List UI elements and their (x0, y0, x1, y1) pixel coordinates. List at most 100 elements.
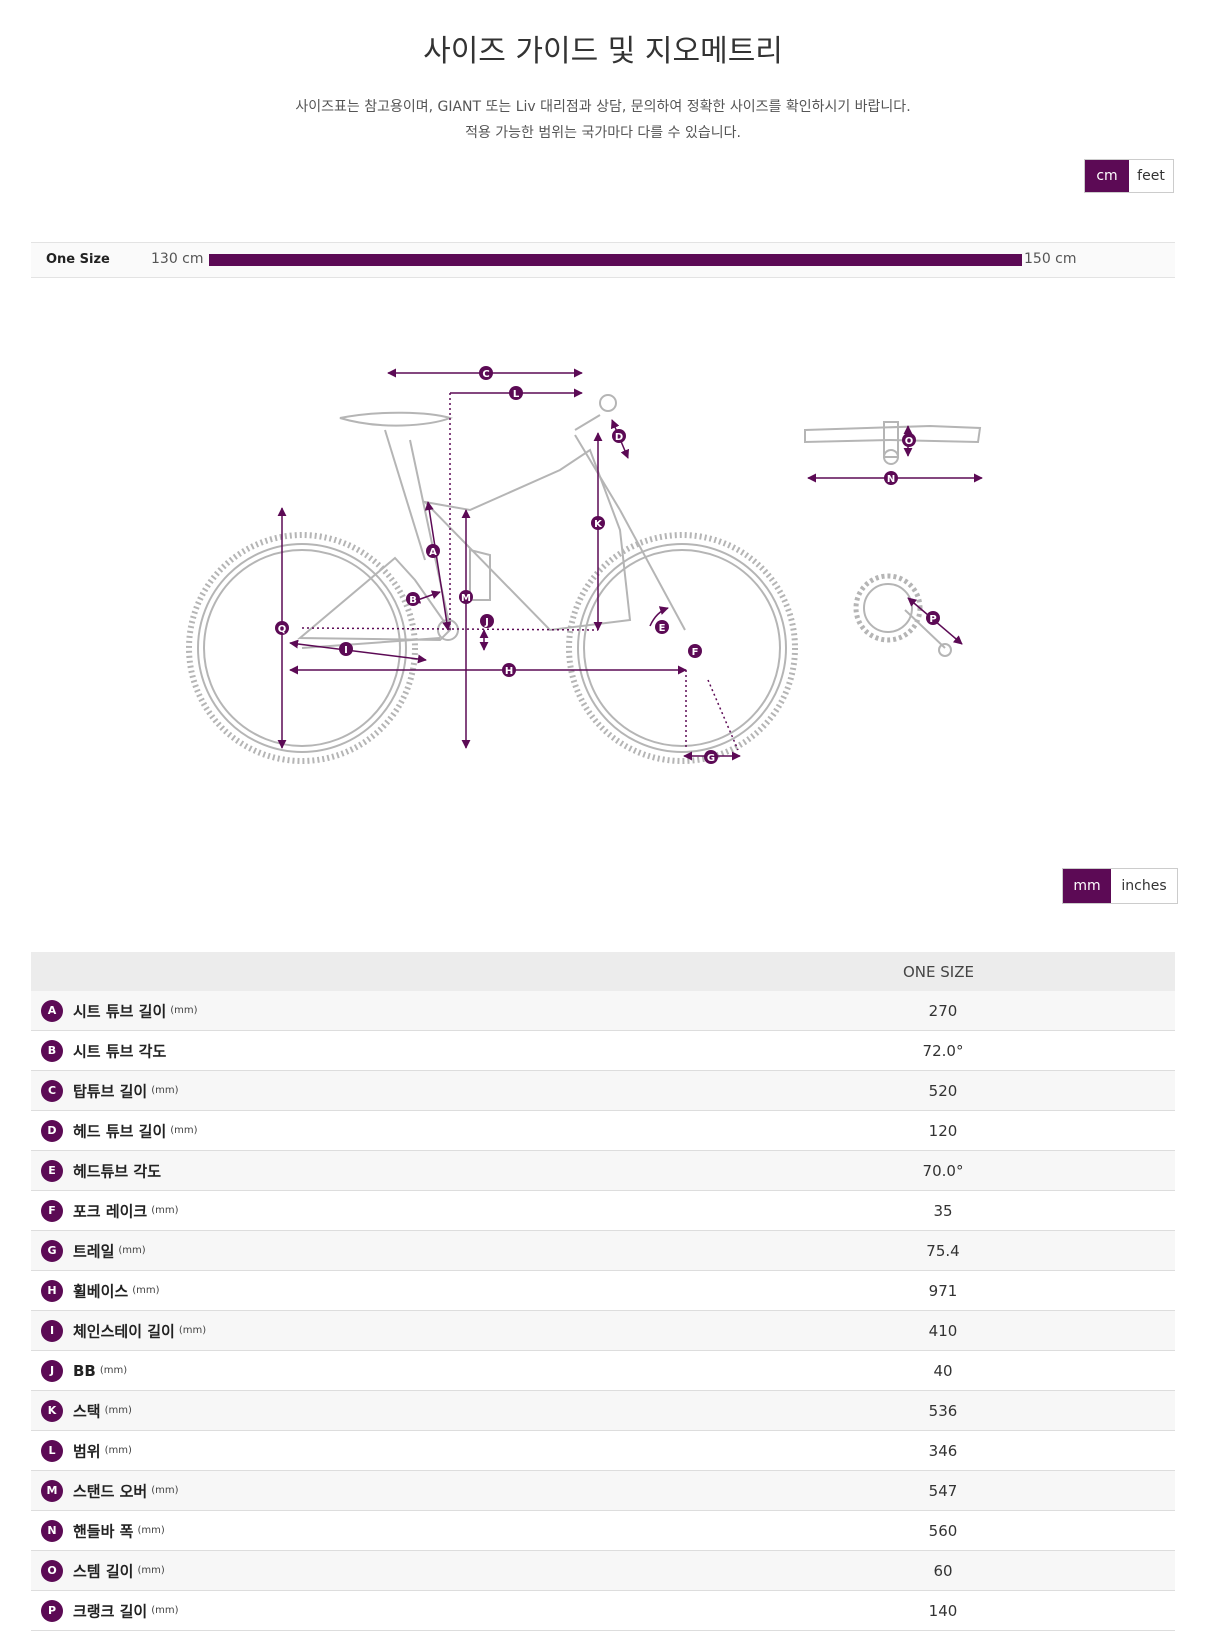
inches-button[interactable]: inches (1111, 869, 1177, 903)
height-unit-toggle: cm feet (1084, 159, 1174, 193)
svg-text:J: J (484, 617, 489, 628)
svg-text:B: B (409, 595, 417, 606)
label-i: I (339, 642, 353, 656)
parameter-name: 헤드 튜브 길이 (73, 1122, 167, 1140)
parameter-value-text: 536 (928, 1401, 958, 1420)
parameter-value-text: 70.0° (922, 1161, 964, 1180)
parameter-cell: E 헤드튜브 각도 (31, 1150, 702, 1191)
label-b: B (406, 592, 420, 606)
parameter-code-badge: N (41, 1519, 63, 1542)
table-row: K 스택 (mm) 536 (31, 1390, 1175, 1431)
mm-button[interactable]: mm (1063, 869, 1111, 903)
svg-text:K: K (594, 519, 603, 530)
parameter-value: 72.0° (702, 1030, 1175, 1071)
parameter-unit: (mm) (151, 1085, 179, 1096)
parameter-value: 270 (702, 991, 1175, 1031)
parameter-cell: G 트레일 (mm) (31, 1230, 702, 1271)
size-label: One Size (46, 252, 110, 267)
table-row: N 핸들바 폭 (mm) 560 (31, 1510, 1175, 1551)
parameter-value-text: 40 (933, 1361, 953, 1380)
parameter-name: 헤드튜브 각도 (73, 1162, 162, 1180)
bike-geometry-diagram: C L D K A M B J Q I E F H G O N P (186, 366, 983, 764)
svg-text:F: F (692, 647, 699, 658)
geometry-unit-toggle: mm inches (1062, 868, 1178, 904)
parameter-cell: N 핸들바 폭 (mm) (31, 1510, 702, 1551)
parameter-unit: (mm) (137, 1525, 165, 1536)
bike-illustration (186, 394, 982, 764)
table-row: O 스템 길이 (mm) 60 (31, 1550, 1175, 1591)
parameter-code-badge: K (41, 1399, 63, 1422)
parameter-code-badge: B (41, 1039, 63, 1062)
parameter-code-badge: L (41, 1439, 63, 1462)
table-row: J BB (mm) 40 (31, 1350, 1175, 1391)
parameter-value: 410 (702, 1310, 1175, 1351)
parameter-value-text: 120 (928, 1121, 958, 1140)
parameter-value-text: 520 (928, 1081, 958, 1100)
table-row: D 헤드 튜브 길이 (mm) 120 (31, 1110, 1175, 1151)
parameter-name: 스택 (73, 1402, 101, 1420)
parameter-code-badge: C (41, 1079, 63, 1102)
parameter-value: 140 (702, 1590, 1175, 1631)
parameter-code-badge: E (41, 1159, 63, 1182)
parameter-value: 971 (702, 1270, 1175, 1311)
parameter-cell: K 스택 (mm) (31, 1390, 702, 1431)
parameter-name: 체인스테이 길이 (73, 1322, 175, 1340)
subtitle-line-1: 사이즈표는 참고용이며, GIANT 또는 Liv 대리점과 상담, 문의하여 … (295, 99, 911, 115)
geometry-table-body: A 시트 튜브 길이 (mm) 270 B 시트 튜브 각도 72.0° C 탑튜브 길이 (mm… (31, 991, 1175, 1631)
parameter-unit: (mm) (118, 1245, 146, 1256)
label-d: D (612, 429, 626, 443)
parameter-code-badge: O (41, 1559, 63, 1582)
parameter-code-badge: J (41, 1359, 63, 1382)
parameter-name: 시트 튜브 길이 (73, 1002, 167, 1020)
table-header-size: ONE SIZE (702, 952, 1175, 991)
size-range-min: 130 cm (151, 251, 204, 267)
parameter-name: BB (73, 1361, 96, 1380)
label-k: K (591, 516, 605, 530)
label-p: P (926, 611, 940, 625)
subtitle-line-2: 적용 가능한 범위는 국가마다 다를 수 있습니다. (465, 125, 741, 141)
label-q: Q (275, 621, 289, 635)
svg-text:H: H (505, 666, 513, 677)
parameter-name: 스템 길이 (73, 1562, 134, 1580)
parameter-value-text: 346 (928, 1441, 958, 1460)
parameter-cell: I 체인스테이 길이 (mm) (31, 1310, 702, 1351)
parameter-cell: B 시트 튜브 각도 (31, 1030, 702, 1071)
table-header-blank (31, 952, 702, 991)
parameter-unit: (mm) (170, 1125, 198, 1136)
parameter-value: 40 (702, 1350, 1175, 1391)
parameter-value: 75.4 (702, 1230, 1175, 1271)
table-row: G 트레일 (mm) 75.4 (31, 1230, 1175, 1271)
table-row: A 시트 튜브 길이 (mm) 270 (31, 991, 1175, 1031)
table-row: M 스탠드 오버 (mm) 547 (31, 1470, 1175, 1511)
parameter-cell: F 포크 레이크 (mm) (31, 1190, 702, 1231)
parameter-value: 346 (702, 1430, 1175, 1471)
feet-button[interactable]: feet (1129, 160, 1173, 192)
parameter-value-text: 60 (933, 1561, 953, 1580)
svg-text:O: O (905, 436, 914, 447)
parameter-cell: C 탑튜브 길이 (mm) (31, 1070, 702, 1111)
parameter-unit: (mm) (104, 1405, 132, 1416)
svg-text:M: M (461, 593, 471, 604)
parameter-value-text: 72.0° (922, 1041, 964, 1060)
parameter-value: 520 (702, 1070, 1175, 1111)
parameter-unit: (mm) (99, 1365, 128, 1376)
parameter-name: 포크 레이크 (73, 1202, 148, 1220)
cm-button[interactable]: cm (1085, 160, 1129, 192)
page-subtitle: 사이즈표는 참고용이며, GIANT 또는 Liv 대리점과 상담, 문의하여 … (0, 94, 1206, 146)
parameter-value-text: 75.4 (926, 1241, 960, 1260)
size-range-max: 150 cm (1024, 251, 1077, 267)
parameter-value: 547 (702, 1470, 1175, 1511)
parameter-name: 트레일 (73, 1242, 115, 1260)
svg-text:Q: Q (278, 624, 287, 635)
parameter-code-badge: F (41, 1199, 63, 1222)
parameter-cell: O 스템 길이 (mm) (31, 1550, 702, 1591)
parameter-cell: A 시트 튜브 길이 (mm) (31, 991, 702, 1031)
parameter-value: 560 (702, 1510, 1175, 1551)
svg-text:E: E (659, 623, 666, 634)
parameter-name: 휠베이스 (73, 1282, 129, 1300)
svg-text:P: P (929, 614, 936, 625)
page-title: 사이즈 가이드 및 지오메트리 (423, 34, 783, 69)
svg-text:L: L (513, 389, 520, 400)
table-row: P 크랭크 길이 (mm) 140 (31, 1590, 1175, 1631)
label-e: E (655, 620, 669, 634)
